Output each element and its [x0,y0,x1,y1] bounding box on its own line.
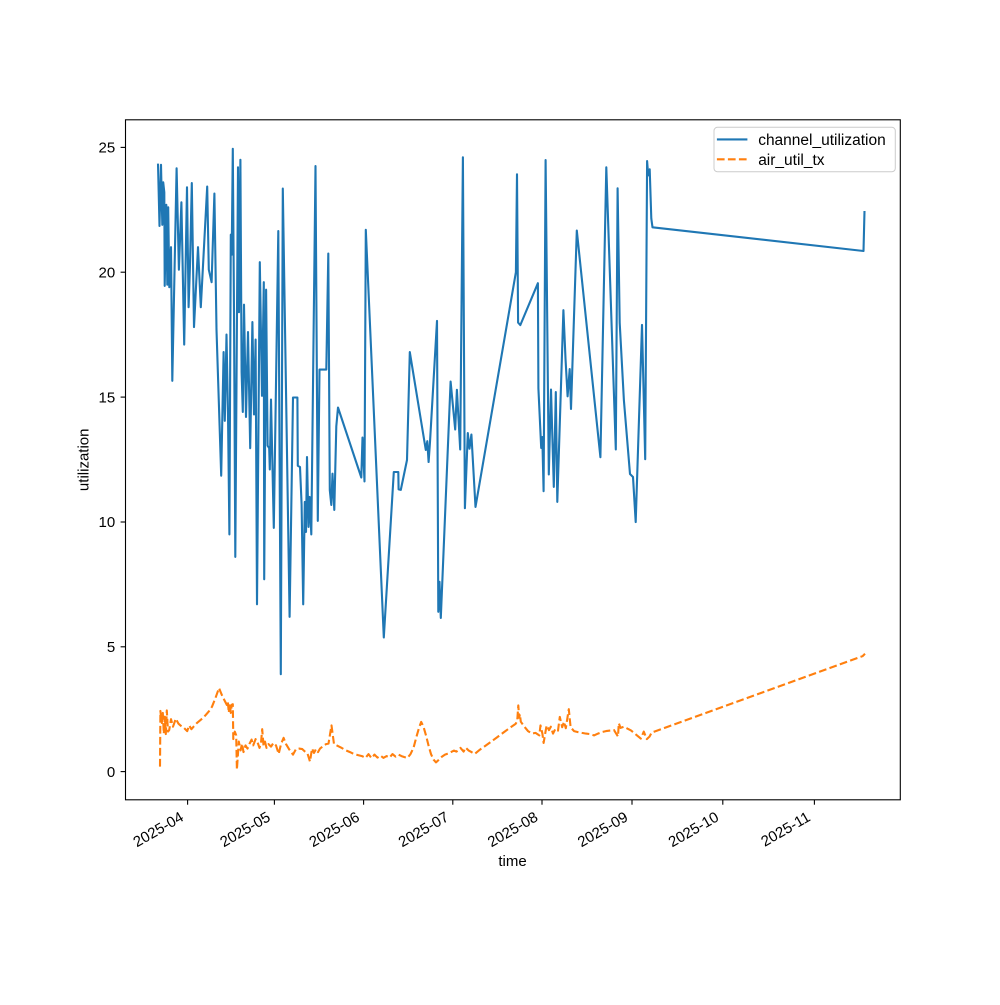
svg-text:channel_utilization: channel_utilization [758,132,886,149]
svg-text:time: time [498,853,526,870]
svg-text:25: 25 [99,140,116,157]
svg-text:utilization: utilization [76,429,93,492]
svg-text:15: 15 [99,389,116,406]
svg-text:air_util_tx: air_util_tx [758,152,825,169]
svg-text:20: 20 [99,264,116,281]
svg-text:0: 0 [107,764,115,781]
svg-text:5: 5 [107,639,115,656]
svg-text:10: 10 [99,514,116,531]
